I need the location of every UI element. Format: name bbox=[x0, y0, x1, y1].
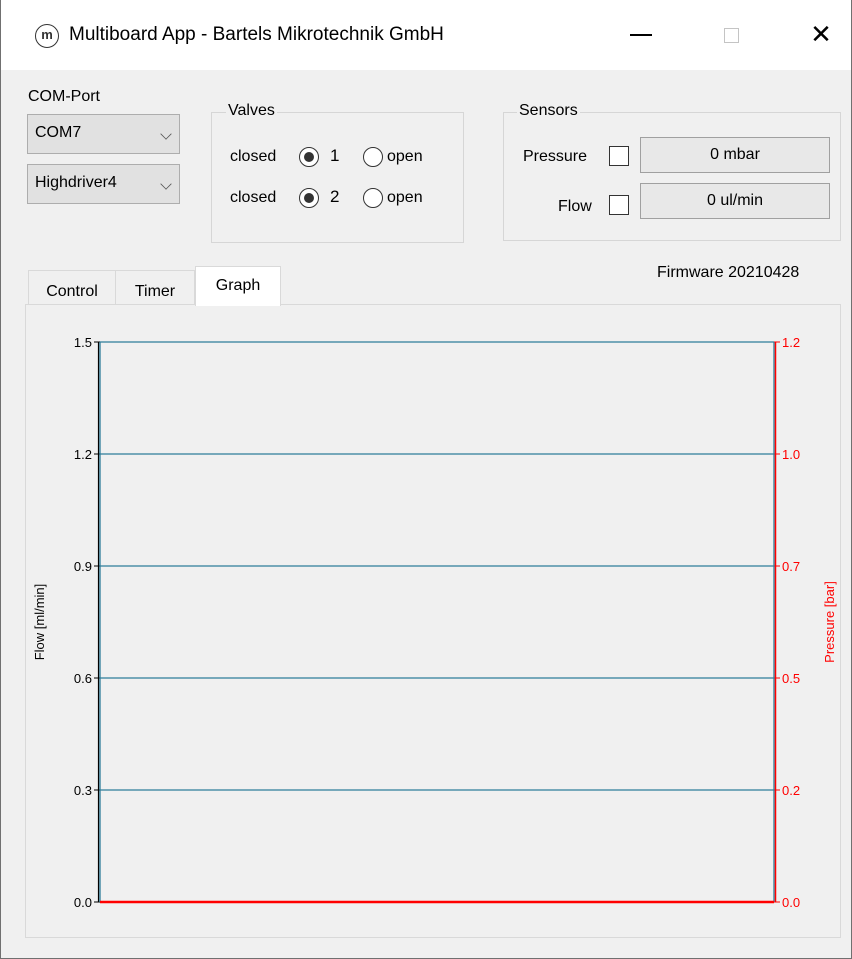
y-tick-label: 0.6 bbox=[74, 671, 92, 686]
y2-tick-label: 0.2 bbox=[782, 783, 800, 798]
valve2-closed-radio[interactable] bbox=[299, 188, 319, 208]
valve2-open-label: open bbox=[387, 189, 423, 206]
y-tick-label: 1.2 bbox=[74, 447, 92, 462]
com-port-select[interactable]: COM7 bbox=[27, 114, 180, 154]
y2-tick-label: 0.7 bbox=[782, 559, 800, 574]
driver-select[interactable]: Highdriver4 bbox=[27, 164, 180, 204]
close-icon: ✕ bbox=[810, 20, 832, 50]
valve1-open-label: open bbox=[387, 148, 423, 165]
valve2-open-radio[interactable] bbox=[363, 188, 383, 208]
minimize-button[interactable] bbox=[611, 14, 671, 56]
y2-tick-label: 1.2 bbox=[782, 335, 800, 350]
tab-control[interactable]: Control bbox=[28, 270, 116, 306]
title-bar: m Multiboard App - Bartels Mikrotechnik … bbox=[1, 0, 851, 70]
y-tick-label: 0.9 bbox=[74, 559, 92, 574]
maximize-icon bbox=[723, 27, 739, 43]
valve2-number: 2 bbox=[330, 187, 340, 206]
valve1-number: 1 bbox=[330, 146, 340, 165]
chevron-down-icon bbox=[160, 178, 172, 190]
maximize-button[interactable] bbox=[701, 14, 761, 56]
m-logo-icon: m bbox=[35, 24, 59, 48]
tab-graph[interactable]: Graph bbox=[195, 266, 281, 306]
com-port-label: COM-Port bbox=[28, 88, 100, 105]
flow-pressure-chart: 0.0 0.3 0.6 0.9 1.2 1.5 0.0 0.2 0.5 0.7 1.0 1.2 Flow… bbox=[32, 335, 837, 910]
valve1-closed-radio[interactable] bbox=[299, 147, 319, 167]
graph-panel: 0.0 0.3 0.6 0.9 1.2 1.5 0.0 0.2 0.5 0.7 1.0 1.2 Flow… bbox=[25, 304, 841, 938]
valves-group bbox=[211, 112, 464, 243]
valve1-open-radio[interactable] bbox=[363, 147, 383, 167]
y2-tick-label: 0.5 bbox=[782, 671, 800, 686]
chevron-down-icon bbox=[160, 128, 172, 140]
close-button[interactable]: ✕ bbox=[791, 14, 851, 56]
sensors-group bbox=[503, 112, 841, 241]
window-title: Multiboard App - Bartels Mikrotechnik Gm… bbox=[69, 24, 444, 45]
driver-value: Highdriver4 bbox=[35, 174, 117, 191]
y-axis-label: Flow [ml/min] bbox=[32, 584, 47, 661]
firmware-label: Firmware 20210428 bbox=[657, 264, 800, 281]
y2-tick-label: 1.0 bbox=[782, 447, 800, 462]
flow-readout: 0 ul/min bbox=[640, 183, 830, 219]
flow-label: Flow bbox=[558, 198, 592, 215]
pressure-label: Pressure bbox=[523, 148, 588, 165]
flow-checkbox[interactable] bbox=[609, 195, 629, 215]
pressure-readout: 0 mbar bbox=[640, 137, 830, 173]
sensors-title: Sensors bbox=[517, 102, 580, 120]
valve2-closed-label: closed bbox=[230, 189, 277, 206]
valves-title: Valves bbox=[226, 102, 277, 120]
tab-timer[interactable]: Timer bbox=[115, 270, 195, 306]
y-tick-label: 0.0 bbox=[74, 895, 92, 910]
valve1-closed-label: closed bbox=[230, 148, 277, 165]
y-tick-label: 1.5 bbox=[74, 335, 92, 350]
y2-tick-label: 0.0 bbox=[782, 895, 800, 910]
com-port-value: COM7 bbox=[35, 124, 82, 141]
y2-axis-label: Pressure [bar] bbox=[822, 581, 837, 663]
minimize-icon bbox=[630, 34, 652, 36]
pressure-checkbox[interactable] bbox=[609, 146, 629, 166]
y-tick-label: 0.3 bbox=[74, 783, 92, 798]
